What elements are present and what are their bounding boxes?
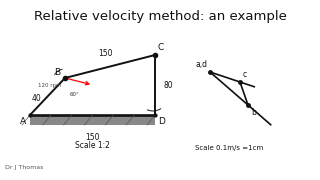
Text: 40: 40 — [32, 94, 42, 103]
Text: 60°: 60° — [70, 92, 80, 97]
Text: 150: 150 — [85, 133, 100, 142]
Text: a,d: a,d — [195, 60, 207, 69]
Text: 150: 150 — [98, 50, 112, 59]
Text: Dr J Thomas: Dr J Thomas — [5, 165, 44, 170]
Text: C: C — [158, 43, 164, 52]
Text: Scale 1:2: Scale 1:2 — [75, 141, 110, 150]
Text: 80: 80 — [163, 80, 172, 89]
Text: b: b — [251, 108, 256, 117]
Text: Relative velocity method: an example: Relative velocity method: an example — [34, 10, 286, 23]
Text: Scale 0.1m/s =1cm: Scale 0.1m/s =1cm — [195, 145, 263, 151]
Text: c: c — [243, 70, 247, 79]
Text: A: A — [20, 117, 26, 126]
Text: 120 rpm: 120 rpm — [37, 83, 61, 88]
Polygon shape — [30, 115, 155, 125]
Text: D: D — [158, 117, 165, 126]
Text: B: B — [54, 68, 60, 77]
